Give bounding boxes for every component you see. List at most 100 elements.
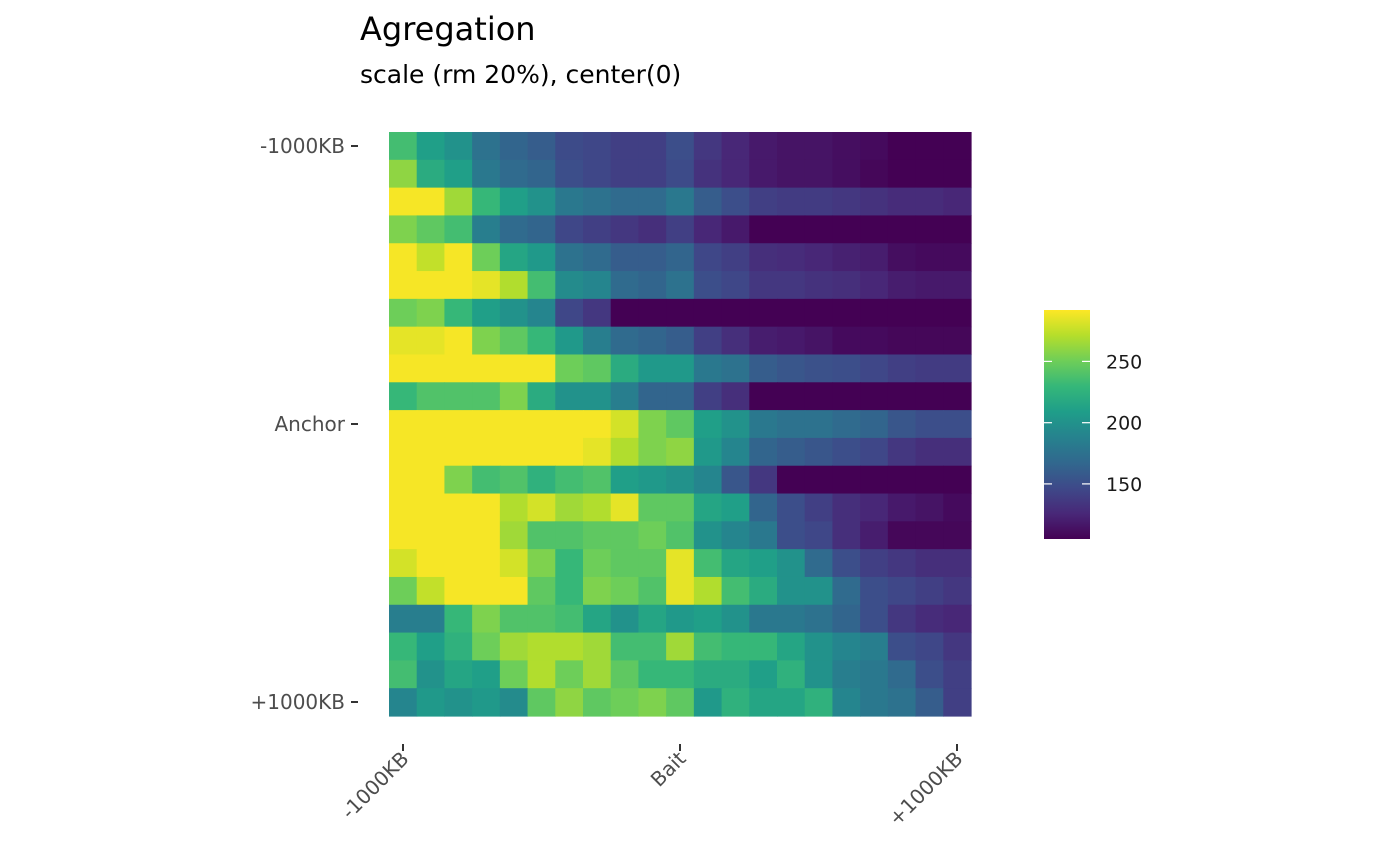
- heatmap-cell: [610, 521, 640, 550]
- heatmap-cell: [638, 271, 667, 300]
- heatmap-cell: [749, 437, 778, 467]
- heatmap-cell: [444, 215, 473, 244]
- heatmap-cell: [860, 243, 889, 272]
- heatmap-cell: [943, 410, 972, 439]
- heatmap-cell: [943, 243, 972, 272]
- heatmap-cell: [610, 660, 640, 689]
- heatmap-cell: [555, 604, 584, 634]
- y-axis: -1000KB Anchor +1000KB: [251, 134, 358, 714]
- heatmap-cell: [887, 465, 917, 495]
- heatmap-cell: [444, 493, 473, 522]
- heatmap-cell: [943, 604, 972, 634]
- heatmap-cell: [915, 632, 944, 661]
- heatmap-cell: [610, 549, 640, 578]
- heatmap-cell: [804, 187, 834, 217]
- heatmap-cell: [721, 521, 750, 550]
- heatmap-cell: [693, 298, 723, 328]
- heatmap-cell: [693, 493, 723, 522]
- heatmap-cell: [860, 132, 889, 161]
- heatmap-cell: [527, 688, 556, 717]
- heatmap-cell: [555, 688, 584, 717]
- heatmap-cell: [887, 549, 917, 578]
- heatmap-cell: [416, 159, 446, 189]
- heatmap-cell: [721, 215, 750, 244]
- heatmap-cell: [583, 493, 612, 522]
- heatmap-cell: [499, 159, 529, 189]
- heatmap-cell: [749, 521, 778, 550]
- heatmap-cell: [527, 354, 556, 383]
- legend-tick-label: 150: [1106, 474, 1142, 496]
- heatmap-cell: [583, 549, 612, 578]
- heatmap-cell: [499, 660, 529, 689]
- heatmap-cell: [887, 243, 917, 272]
- heatmap-cell: [860, 410, 889, 439]
- heatmap-cell: [777, 604, 806, 634]
- heatmap-cell: [943, 159, 972, 189]
- heatmap-cell: [389, 354, 418, 383]
- heatmap-cell: [915, 604, 944, 634]
- heatmap-cell: [721, 298, 750, 328]
- heatmap-cell: [499, 549, 529, 578]
- heatmap-cell: [389, 132, 418, 161]
- heatmap-cell: [638, 243, 667, 272]
- heatmap-cell: [610, 465, 640, 495]
- heatmap-cell: [638, 132, 667, 161]
- heatmap-cell: [416, 243, 446, 272]
- heatmap-cell: [610, 187, 640, 217]
- heatmap-cell: [444, 243, 473, 272]
- x-axis: -1000KB Bait +1000KB: [336, 744, 968, 830]
- heatmap-cell: [666, 382, 695, 411]
- heatmap-cell: [555, 549, 584, 578]
- heatmap-cell: [832, 604, 861, 634]
- heatmap-cell: [499, 326, 529, 356]
- heatmap-cell: [915, 576, 944, 606]
- heatmap-cell: [499, 215, 529, 244]
- heatmap-cell: [389, 243, 418, 272]
- heatmap-cell: [887, 437, 917, 467]
- heatmap-cell: [666, 187, 695, 217]
- heatmap-cell: [638, 632, 667, 661]
- heatmap-cell: [610, 604, 640, 634]
- heatmap-cells: [389, 132, 972, 717]
- heatmap-cell: [610, 326, 640, 356]
- heatmap-cell: [721, 549, 750, 578]
- heatmap-cell: [610, 271, 640, 300]
- heatmap-cell: [693, 632, 723, 661]
- heatmap-cell: [693, 465, 723, 495]
- heatmap-cell: [527, 437, 556, 467]
- heatmap-cell: [499, 243, 529, 272]
- heatmap-cell: [555, 187, 584, 217]
- heatmap-cell: [527, 132, 556, 161]
- heatmap-cell: [915, 660, 944, 689]
- heatmap-cell: [749, 576, 778, 606]
- heatmap-cell: [832, 298, 861, 328]
- heatmap-cell: [943, 688, 972, 717]
- heatmap-cell: [749, 187, 778, 217]
- heatmap-cell: [499, 688, 529, 717]
- heatmap-cell: [693, 354, 723, 383]
- heatmap-cell: [444, 382, 473, 411]
- heatmap-cell: [444, 576, 473, 606]
- heatmap-cell: [444, 354, 473, 383]
- heatmap-cell: [749, 660, 778, 689]
- heatmap-cell: [721, 632, 750, 661]
- heatmap-cell: [887, 354, 917, 383]
- heatmap-cell: [416, 326, 446, 356]
- heatmap-cell: [666, 660, 695, 689]
- heatmap-cell: [777, 521, 806, 550]
- heatmap-cell: [416, 271, 446, 300]
- heatmap-cell: [721, 243, 750, 272]
- heatmap-cell: [416, 493, 446, 522]
- heatmap-cell: [527, 549, 556, 578]
- heatmap-cell: [389, 382, 418, 411]
- heatmap-cell: [943, 354, 972, 383]
- heatmap-cell: [444, 132, 473, 161]
- heatmap-cell: [444, 410, 473, 439]
- heatmap-cell: [555, 298, 584, 328]
- heatmap-cell: [472, 549, 501, 578]
- heatmap-cell: [860, 688, 889, 717]
- heatmap-cell: [721, 437, 750, 467]
- heatmap-cell: [555, 354, 584, 383]
- heatmap-cell: [777, 465, 806, 495]
- heatmap-cell: [915, 271, 944, 300]
